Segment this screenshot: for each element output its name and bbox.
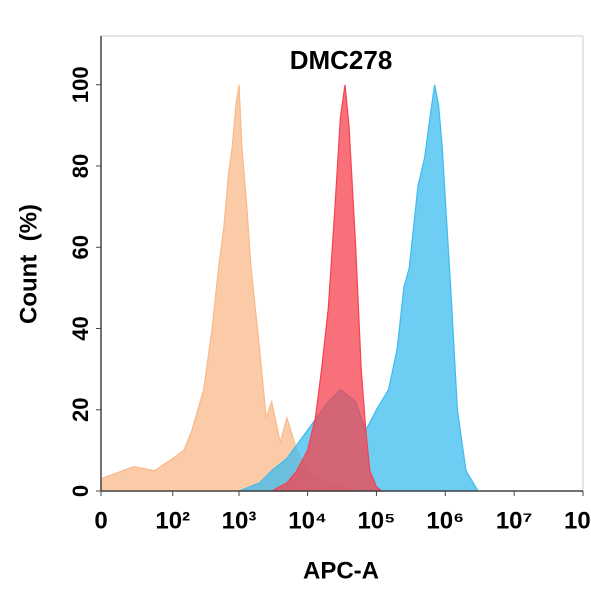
x-tick-label: 0 xyxy=(94,507,107,534)
x-tick-label: 10⁴ xyxy=(288,507,327,534)
y-tick-label: 100 xyxy=(68,66,93,103)
x-tick-label: 10⁵ xyxy=(357,507,395,534)
x-tick-label: 10³ xyxy=(222,507,257,534)
y-tick-label: 60 xyxy=(68,235,93,259)
x-axis-label: APC-A xyxy=(303,557,379,584)
y-tick-label: 80 xyxy=(68,154,93,178)
x-tick-label: 10⁷ xyxy=(496,507,533,534)
x-tick-label: 10² xyxy=(155,507,190,534)
x-tick-label: 10⁶ xyxy=(426,507,464,534)
histogram-area xyxy=(238,84,479,492)
chart-title: DMC278 xyxy=(290,45,393,75)
y-tick-label: 0 xyxy=(68,485,93,497)
y-axis-label: Count (%) xyxy=(15,204,42,324)
y-tick-label: 40 xyxy=(68,316,93,340)
y-tick-label: 20 xyxy=(68,398,93,422)
x-tick-label: 10⁸ xyxy=(564,507,591,534)
histogram-area xyxy=(271,84,384,492)
